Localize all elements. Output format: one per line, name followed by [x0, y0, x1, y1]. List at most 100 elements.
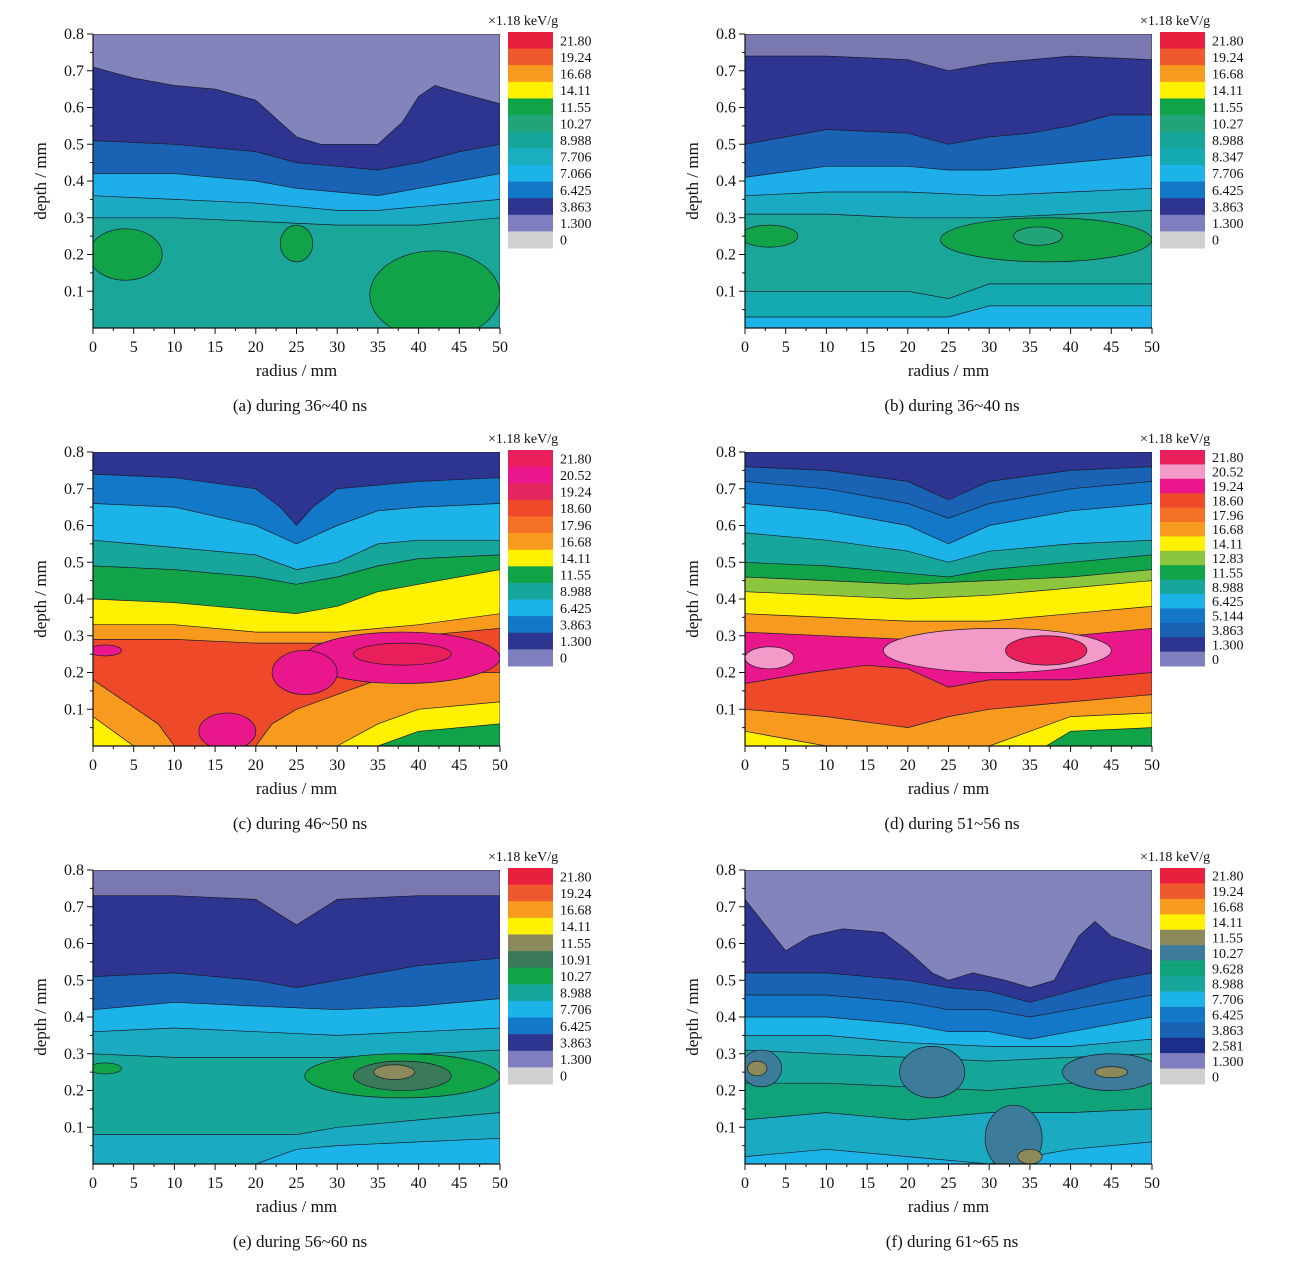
colorbar-level-label: 8.988: [560, 987, 592, 1002]
contour-chart-b: 0 5 10 15 20 25 30 35 40 45 50 0.1 0.2 0.3 0.4 0.5 0.6 0.…: [683, 14, 1244, 380]
contour-island: [93, 644, 122, 657]
colorbar-swatch: [508, 599, 553, 617]
y-tick-label: 0.2: [716, 1083, 736, 1100]
colorbar-swatch: [1160, 450, 1205, 465]
colorbar-level-label: 21.80: [1212, 451, 1244, 466]
colorbar-swatch: [1160, 98, 1205, 116]
contour-island: [745, 646, 795, 670]
colorbar-level-label: 16.68: [560, 535, 592, 550]
colorbar-level-label: 11.55: [560, 937, 591, 952]
colorbar-swatch: [508, 582, 553, 601]
colorbar-level-label: 7.706: [560, 1003, 592, 1018]
colorbar-level-label: 0: [1212, 1070, 1219, 1085]
y-tick-label: 0.7: [64, 899, 84, 916]
y-axis-label: depth / mm: [683, 142, 702, 219]
chart-caption-e: (e) during 56~60 ns: [232, 1232, 368, 1251]
x-tick-label: 30: [981, 1175, 997, 1192]
contour-island: [1013, 226, 1063, 246]
x-tick-label: 10: [166, 339, 182, 356]
colorbar-level-label: 18.60: [560, 502, 592, 517]
colorbar-swatch: [1160, 565, 1205, 581]
colorbar-swatch: [1160, 651, 1205, 667]
contour-island: [899, 1046, 966, 1099]
y-tick-label: 0.8: [64, 26, 84, 43]
colorbar-level-label: 1.300: [560, 1053, 592, 1068]
x-tick-label: 40: [411, 757, 427, 774]
colorbar-level-label: 6.425: [1212, 184, 1244, 199]
chart-caption-b: (b) during 36~40 ns: [884, 396, 1020, 415]
contour-island: [93, 228, 163, 281]
colorbar-swatch: [1160, 181, 1205, 199]
x-tick-label: 35: [1022, 1175, 1038, 1192]
y-tick-label: 0.7: [64, 481, 84, 498]
x-tick-label: 0: [89, 339, 97, 356]
y-tick-label: 0.6: [64, 100, 84, 117]
colorbar-level-label: 7.706: [1212, 993, 1244, 1008]
colorbar-swatch: [508, 984, 553, 1002]
x-tick-label: 30: [329, 339, 345, 356]
x-tick-label: 20: [900, 339, 916, 356]
colorbar-swatch: [1160, 522, 1205, 537]
chart-panel-c: 0 5 10 15 20 25 30 35 40 45 50 0.1 0.2 0.3 0.4 0.5 0.6 0.…: [0, 418, 640, 836]
x-tick-label: 10: [166, 1175, 182, 1192]
contour-fill-group: [93, 34, 500, 328]
colorbar-level-label: 10.91: [560, 953, 592, 968]
contour-island: [1005, 635, 1088, 666]
x-tick-label: 5: [782, 339, 790, 356]
y-tick-label: 0.1: [64, 701, 84, 718]
colorbar-level-label: 0: [1212, 653, 1219, 668]
contour-chart-d: 0 5 10 15 20 25 30 35 40 45 50 0.1 0.2 0.3 0.4 0.5 0.6 0.…: [683, 432, 1244, 798]
y-tick-label: 0.1: [64, 1119, 84, 1136]
colorbar-swatch: [1160, 81, 1205, 99]
colorbar-level-label: 14.11: [560, 84, 591, 99]
contour-island: [353, 642, 452, 666]
colorbar-swatch: [1160, 637, 1205, 653]
contour-fill-group: [93, 870, 500, 1164]
x-tick-label: 10: [818, 757, 834, 774]
colorbar-level-label: 10.27: [560, 117, 592, 132]
x-tick-label: 50: [1144, 1175, 1160, 1192]
colorbar-level-label: 12.83: [1212, 552, 1244, 567]
y-axis-label: depth / mm: [683, 978, 702, 1055]
y-tick-label: 0.8: [64, 862, 84, 879]
x-tick-label: 50: [1144, 757, 1160, 774]
x-tick-label: 5: [782, 757, 790, 774]
x-tick-label: 5: [130, 1175, 138, 1192]
y-tick-label: 0.4: [716, 1009, 736, 1026]
x-axis-label: radius / mm: [908, 361, 989, 380]
x-tick-label: 20: [248, 757, 264, 774]
chart-caption-c: (c) during 46~50 ns: [232, 814, 368, 833]
colorbar-level-label: 16.68: [560, 68, 592, 83]
colorbar-swatch: [508, 131, 553, 149]
colorbar-swatch: [508, 884, 553, 902]
colorbar-level-label: 17.96: [1212, 509, 1244, 524]
contour-island: [1017, 1148, 1043, 1164]
colorbar-level-label: 19.24: [1212, 480, 1244, 495]
colorbar-swatch: [508, 616, 553, 634]
colorbar-level-label: 1.300: [560, 635, 592, 650]
y-tick-label: 0.6: [64, 936, 84, 953]
chart-panel-b: 0 5 10 15 20 25 30 35 40 45 50 0.1 0.2 0.3 0.4 0.5 0.6 0.…: [652, 0, 1292, 418]
x-tick-label: 0: [89, 1175, 97, 1192]
x-tick-label: 5: [782, 1175, 790, 1192]
colorbar-unit-label: ×1.18 keV/g: [1140, 850, 1210, 865]
colorbar-swatch: [508, 868, 553, 886]
colorbar-swatch: [508, 934, 553, 952]
y-tick-label: 0.5: [64, 554, 84, 571]
colorbar-level-label: 3.863: [1212, 1024, 1244, 1039]
colorbar-unit-label: ×1.18 keV/g: [488, 14, 558, 29]
contour-island: [198, 712, 257, 746]
colorbar-swatch: [1160, 914, 1205, 931]
colorbar-level-label: 14.11: [560, 552, 591, 567]
colorbar-swatch: [508, 198, 553, 216]
colorbar-swatch: [1160, 579, 1205, 595]
colorbar-level-label: 21.80: [560, 452, 592, 467]
colorbar-swatch: [1160, 991, 1205, 1008]
x-tick-label: 0: [741, 339, 749, 356]
y-axis-label: depth / mm: [683, 560, 702, 637]
chart-panel-f: 0 5 10 15 20 25 30 35 40 45 50 0.1 0.2 0.3 0.4 0.5 0.6 0.…: [652, 836, 1292, 1254]
contour-band: [93, 1137, 500, 1164]
colorbar-level-label: 8.988: [1212, 134, 1244, 149]
colorbar-swatch: [508, 164, 553, 183]
y-tick-label: 0.3: [64, 628, 84, 645]
